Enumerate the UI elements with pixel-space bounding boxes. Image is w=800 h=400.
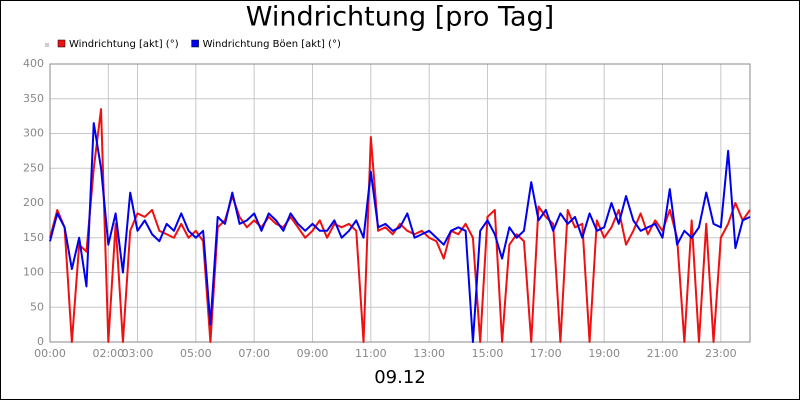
y-tick-label: 50 (30, 300, 44, 313)
y-tick-label: 300 (23, 127, 44, 140)
subtitle: 09.12 (374, 367, 426, 388)
y-tick-label: 350 (23, 92, 44, 105)
x-tick-label: 21:00 (647, 347, 679, 360)
legend-swatch (57, 39, 66, 48)
x-tick-label: 07:00 (238, 347, 270, 360)
x-tick-label: 15:00 (472, 347, 504, 360)
y-tick-label: 150 (23, 231, 44, 244)
x-tick-label: 19:00 (588, 347, 620, 360)
x-tick-label: 05:00 (180, 347, 212, 360)
x-tick-label: 03:00 (122, 347, 154, 360)
x-tick-label: 02:00 (92, 347, 124, 360)
x-tick-label: 11:00 (355, 347, 387, 360)
y-tick-label: 100 (23, 266, 44, 279)
x-tick-label: 00:00 (34, 347, 66, 360)
chart-title: Windrichtung [pro Tag] (246, 2, 554, 33)
y-tick-label: 200 (23, 196, 44, 209)
x-tick-label: 09:00 (297, 347, 329, 360)
x-tick-label: 23:00 (705, 347, 737, 360)
data-line (49, 108, 751, 343)
x-tick-label: 13:00 (413, 347, 445, 360)
x-tick-label: 17:00 (530, 347, 562, 360)
y-tick-label: 250 (23, 161, 44, 174)
legend-label: Windrichtung Böen [akt] (°) (203, 39, 341, 50)
legend-swatch (191, 39, 199, 48)
legend-label: Windrichtung [akt] (°) (69, 39, 179, 50)
y-tick-label: 0 (37, 335, 44, 348)
y-tick-label: 400 (23, 57, 44, 70)
data-line (49, 122, 751, 343)
plot-border (49, 63, 751, 343)
legend-icon (45, 43, 49, 47)
